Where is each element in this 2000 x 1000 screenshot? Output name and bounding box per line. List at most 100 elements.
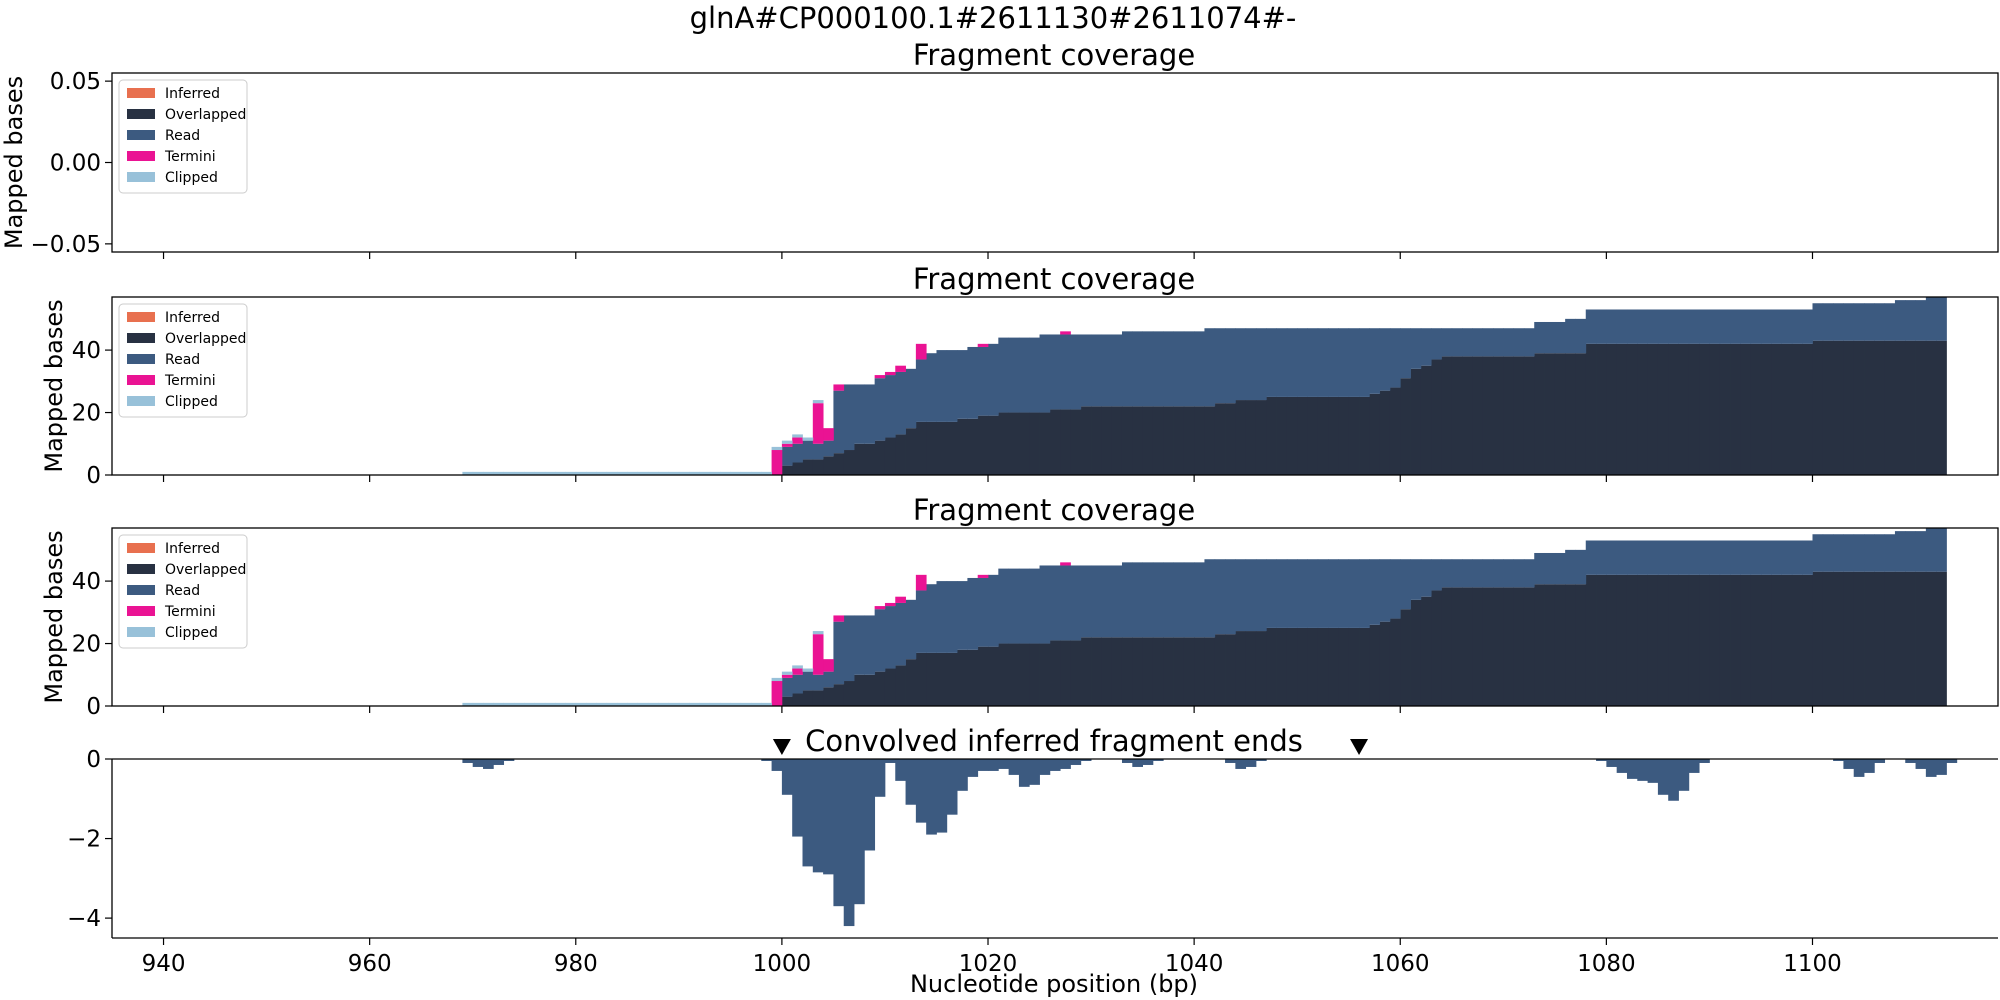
bar-read — [1626, 309, 1638, 344]
bar-clipped — [606, 471, 618, 475]
bar-termini — [874, 606, 886, 610]
bar-overlapped — [1637, 574, 1648, 706]
bar-read — [895, 602, 906, 666]
bar-clipped — [575, 471, 587, 475]
y-axis-label: Mapped bases — [0, 76, 28, 249]
bar-read — [1812, 534, 1824, 572]
bar-inferred-end — [1225, 759, 1236, 763]
bar-read — [823, 671, 834, 688]
bar-read — [1297, 328, 1308, 397]
bar-overlapped — [1379, 390, 1391, 475]
bar-clipped — [596, 471, 608, 475]
bar-overlapped — [1936, 571, 1947, 706]
x-axis-label: Nucleotide position (bp) — [910, 970, 1198, 998]
bar-overlapped — [1049, 640, 1061, 706]
bar-overlapped — [957, 649, 968, 706]
bar-termini — [874, 375, 886, 379]
bar-overlapped — [1647, 343, 1659, 475]
bar-inferred-end — [946, 759, 958, 815]
bar-overlapped — [1523, 587, 1535, 706]
panel-fragment-coverage-a: Fragment coverage Mapped bases 0 20 40 Inferr… — [40, 262, 1999, 489]
bar-read — [1822, 303, 1834, 341]
bar-read — [1699, 540, 1710, 575]
bar-overlapped — [1699, 574, 1710, 706]
bar-read — [1874, 303, 1886, 341]
bar-read — [823, 440, 834, 457]
bar-overlapped — [1163, 406, 1174, 475]
bar-overlapped — [1060, 409, 1071, 475]
bar-read — [781, 446, 793, 466]
bar-read — [802, 440, 814, 460]
bar-overlapped — [1152, 637, 1164, 706]
bar-inferred-end — [1606, 759, 1618, 767]
bar-inferred-end — [926, 759, 937, 835]
bar-overlapped — [1740, 574, 1752, 706]
legend-swatch — [127, 585, 155, 595]
bar-overlapped — [895, 434, 906, 475]
bar-read — [1596, 540, 1607, 575]
bar-clipped — [534, 702, 546, 706]
bar-overlapped — [1070, 409, 1082, 475]
bar-overlapped — [1699, 343, 1710, 475]
bar-read — [1369, 328, 1381, 394]
bar-overlapped — [1596, 574, 1607, 706]
bar-read — [895, 371, 906, 435]
bar-clipped — [472, 702, 484, 706]
bar-inferred-end — [1905, 759, 1916, 763]
bar-overlapped — [1905, 340, 1916, 475]
bar-read — [1884, 303, 1896, 341]
bar-read — [1730, 540, 1741, 575]
bar-overlapped — [781, 696, 793, 706]
bar-read — [1657, 309, 1669, 344]
bar-overlapped — [1843, 571, 1855, 706]
bar-overlapped — [1596, 343, 1607, 475]
bar-inferred-end — [483, 759, 494, 769]
bar-read — [1915, 300, 1927, 341]
bar-inferred-end — [1008, 759, 1020, 775]
bar-inferred-end — [1668, 759, 1679, 801]
bar-overlapped — [1431, 590, 1442, 706]
bar-overlapped — [1235, 631, 1247, 706]
legend-swatch — [127, 354, 155, 364]
legend-label: Read — [165, 583, 200, 599]
bar-overlapped — [792, 693, 803, 706]
bar-overlapped — [1709, 343, 1721, 475]
bar-read — [1534, 321, 1545, 354]
bar-termini — [792, 668, 803, 675]
bar-inferred-end — [1864, 759, 1875, 773]
bar-overlapped — [1482, 587, 1494, 706]
bar-clipped — [792, 665, 803, 669]
bar-overlapped — [1750, 343, 1762, 475]
bar-read — [1575, 549, 1587, 585]
bar-overlapped — [1616, 574, 1628, 706]
bar-inferred-end — [1018, 759, 1030, 787]
bar-overlapped — [1369, 624, 1381, 706]
bar-read — [1822, 534, 1834, 572]
bar-overlapped — [1812, 571, 1824, 706]
bar-read — [802, 671, 814, 691]
bar-read — [1101, 565, 1113, 638]
bar-overlapped — [1359, 627, 1370, 706]
bar-read — [1606, 309, 1618, 344]
bar-clipped — [513, 702, 525, 706]
bar-read — [1307, 328, 1319, 397]
bar-read — [1802, 309, 1813, 344]
bar-overlapped — [1389, 387, 1401, 475]
bar-overlapped — [1606, 574, 1618, 706]
bar-clipped — [668, 702, 680, 706]
bar-overlapped — [1039, 412, 1051, 475]
bar-overlapped — [1266, 396, 1277, 475]
bar-overlapped — [1225, 634, 1236, 706]
bar-overlapped — [884, 437, 896, 475]
bar-read — [1225, 328, 1236, 404]
bar-overlapped — [1575, 584, 1587, 706]
bar-read — [1286, 559, 1298, 628]
bar-overlapped — [1121, 637, 1133, 706]
bar-overlapped — [1626, 574, 1638, 706]
bar-inferred-end — [1833, 759, 1844, 761]
bar-read — [1905, 531, 1916, 572]
bar-clipped — [689, 702, 700, 706]
x-tick-label: 1000 — [753, 951, 812, 977]
panel-title: Convolved inferred fragment ends — [805, 724, 1303, 758]
bar-overlapped — [1894, 571, 1906, 706]
